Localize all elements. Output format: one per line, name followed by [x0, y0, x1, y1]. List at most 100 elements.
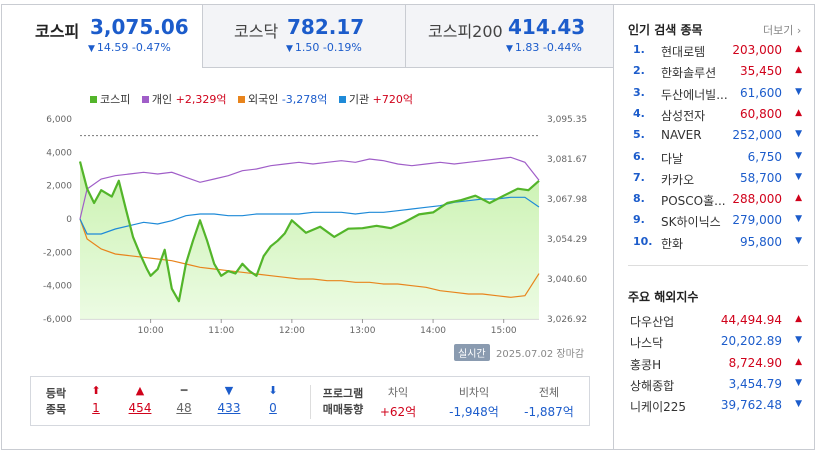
tab-name: 코스피200 [428, 22, 503, 41]
world-index-row[interactable]: 니케이225 39,762.48 ▼ [628, 398, 806, 419]
index-price: 3,454.79 [728, 376, 782, 391]
tab-name: 코스피 [35, 22, 80, 41]
index-name[interactable]: 상해종합 [630, 378, 675, 393]
popular-stock-row[interactable]: 6. 다날 6,750 ▼ [628, 150, 806, 171]
up-triangle-icon: ▲ [795, 356, 802, 367]
popular-stock-row[interactable]: 7. 카카오 58,700 ▼ [628, 171, 806, 192]
stock-name[interactable]: 현대로템 [661, 45, 706, 59]
rank-number: 9. [633, 213, 645, 227]
popular-stock-row[interactable]: 5. NAVER 252,000 ▼ [628, 128, 806, 149]
stock-name[interactable]: 삼성전자 [661, 108, 706, 123]
rank-number: 8. [633, 192, 645, 206]
lower-limit-arrow-icon: ⬇ [268, 384, 278, 397]
index-tabs: 코스피 3,075.06 ▼ 14.59 -0.47% 코스닥 782.17 ▼ 1… [2, 5, 613, 68]
world-index-row[interactable]: 나스닥 20,202.89 ▼ [628, 334, 806, 355]
more-link[interactable]: 더보기 › [763, 24, 802, 37]
rank-number: 5. [633, 128, 645, 142]
popular-stock-row[interactable]: 1. 현대로템 203,000 ▲ [628, 43, 806, 64]
popular-stock-row[interactable]: 9. SK하이닉스 279,000 ▼ [628, 213, 806, 234]
world-index-row[interactable]: 홍콩H 8,724.90 ▲ [628, 356, 806, 377]
series-line-institution [79, 196, 540, 235]
stock-name[interactable]: 다날 [661, 151, 684, 166]
live-badge[interactable]: 실시간 [454, 344, 490, 361]
index-price: 8,724.90 [728, 355, 782, 370]
breadth-unchanged[interactable]: ━ 48 [169, 384, 199, 415]
stock-name[interactable]: SK하이닉스 [661, 215, 721, 230]
breadth-label: 등락 종목 [45, 387, 67, 416]
legend-institution[interactable]: 기관 +720억 [338, 91, 413, 107]
stock-name[interactable]: 카카오 [661, 172, 695, 187]
stock-name[interactable]: 한화솔루션 [661, 66, 717, 81]
index-name[interactable]: 다우산업 [630, 315, 675, 329]
stock-price: 60,800 [740, 106, 782, 121]
tab-value: 782.17 [287, 15, 365, 39]
stock-price: 279,000 [732, 213, 782, 228]
breadth-lower-limit[interactable]: ⬇ 0 [258, 384, 288, 415]
popular-stock-row[interactable]: 4. 삼성전자 60,800 ▲ [628, 107, 806, 128]
program-arbitrage: 차익 +62억 [379, 386, 417, 419]
x-tick-label: 10:00 [138, 326, 164, 336]
down-triangle-icon: ▼ [286, 44, 293, 54]
tab-value: 3,075.06 [90, 15, 189, 39]
series-line-foreign [79, 218, 540, 298]
stock-price: 6,750 [747, 149, 782, 164]
series-line-kospi [78, 161, 540, 303]
down-triangle-icon: ▼ [795, 150, 802, 161]
tab-kosdaq[interactable]: 코스닥 782.17 ▼ 1.50 -0.19% [202, 5, 405, 68]
index-price: 20,202.89 [720, 334, 782, 349]
tab-change: ▼ 1.50 -0.19% [286, 41, 362, 54]
down-triangle-icon: ▼ [795, 171, 802, 182]
tab-kospi200[interactable]: 코스피200 414.43 ▼ 1.83 -0.44% [405, 5, 613, 68]
x-tick-label: 11:00 [208, 326, 234, 336]
down-triangle-icon: ▼ [224, 384, 234, 397]
x-tick-label: 12:00 [279, 326, 305, 336]
down-triangle-icon: ▼ [506, 44, 513, 54]
index-name[interactable]: 나스닥 [630, 336, 664, 351]
y-left-tick-label: 0 [66, 215, 72, 225]
rank-number: 4. [633, 106, 645, 120]
flat-dash-icon: ━ [180, 384, 188, 397]
down-triangle-icon: ▼ [795, 335, 802, 346]
index-name[interactable]: 홍콩H [630, 357, 662, 372]
chart-legend: 코스피 개인 +2,329억 외국인 -3,278억 기관 +720억 [90, 91, 421, 107]
rank-number: 7. [633, 170, 645, 184]
stock-name[interactable]: 두산에너빌... [661, 87, 728, 102]
breadth-falling[interactable]: ▼ 433 [214, 384, 244, 415]
legend-kospi[interactable]: 코스피 [90, 91, 130, 107]
x-tick-label: 15:00 [491, 326, 517, 336]
chart-canvas: 6,000 4,000 2,000 0 -2,000 -4,000 -6,000 3,095.… [43, 115, 587, 336]
down-triangle-icon: ▼ [795, 129, 802, 140]
market-widget: 코스피 3,075.06 ▼ 14.59 -0.47% 코스닥 782.17 ▼ 1… [1, 4, 815, 450]
down-triangle-icon: ▼ [795, 377, 802, 388]
tab-change: ▼ 1.83 -0.44% [506, 41, 582, 54]
legend-foreign[interactable]: 외국인 -3,278억 [237, 91, 327, 107]
market-breadth-box: 등락 종목 ⬆ 1 ▲ 454 ━ 48 ▼ 433 ⬇ 0 프로그램 매매동향 차익 +62억… [30, 376, 590, 426]
tab-kospi[interactable]: 코스피 3,075.06 ▼ 14.59 -0.47% [2, 5, 202, 68]
breadth-rising[interactable]: ▲ 454 [125, 384, 155, 415]
stock-price: 61,600 [740, 85, 782, 100]
y-left-tick-label: -2,000 [43, 248, 72, 258]
world-index-row[interactable]: 상해종합 3,454.79 ▼ [628, 377, 806, 398]
popular-stock-row[interactable]: 3. 두산에너빌... 61,600 ▼ [628, 86, 806, 107]
up-triangle-icon: ▲ [795, 65, 802, 76]
breadth-upper-limit[interactable]: ⬆ 1 [81, 384, 111, 415]
chevron-right-icon: › [793, 24, 802, 37]
down-triangle-icon: ▼ [795, 235, 802, 246]
popular-stock-row[interactable]: 10. 한화 95,800 ▼ [628, 235, 806, 256]
up-triangle-icon: ▲ [795, 314, 802, 324]
popular-stock-row[interactable]: 8. POSCO홀... 288,000 ▲ [628, 192, 806, 213]
stock-name[interactable]: 한화 [661, 236, 684, 251]
index-name[interactable]: 니케이225 [630, 400, 687, 415]
tab-change: ▼ 14.59 -0.47% [88, 41, 171, 54]
stock-name[interactable]: NAVER [661, 128, 702, 143]
legend-individual[interactable]: 개인 +2,329억 [141, 91, 226, 107]
stock-price: 288,000 [732, 192, 782, 207]
down-triangle-icon: ▼ [795, 214, 802, 225]
tab-name: 코스닥 [234, 22, 279, 41]
program-total: 전체 -1,887억 [524, 386, 574, 419]
stock-name[interactable]: POSCO홀... [661, 194, 726, 209]
up-triangle-icon: ▲ [795, 107, 802, 118]
world-index-row[interactable]: 다우산업 44,494.94 ▲ [628, 313, 806, 334]
popular-stock-row[interactable]: 2. 한화솔루션 35,450 ▲ [628, 64, 806, 85]
market-date: 2025.07.02 장마감 [496, 349, 585, 360]
